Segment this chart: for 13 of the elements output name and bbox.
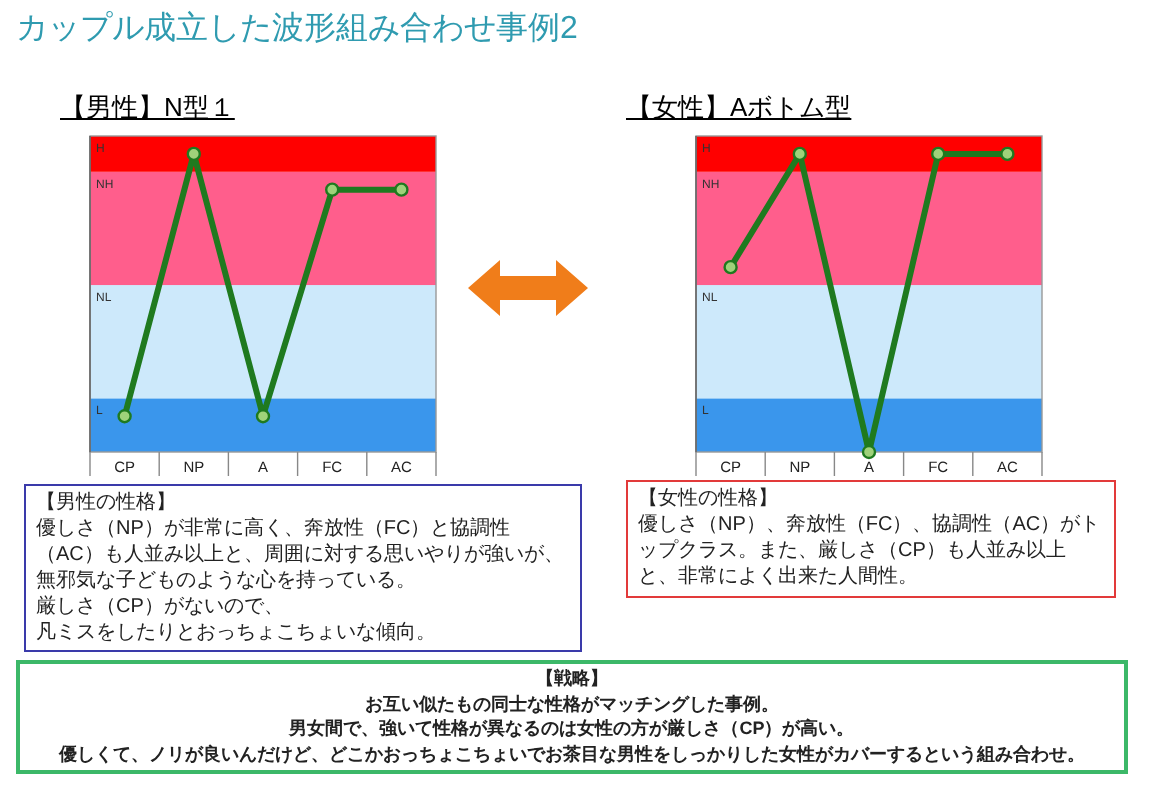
text: カップル成立した波形組み合わせ事例2	[16, 9, 578, 50]
text: 【戦略】	[534, 666, 610, 691]
text: 【女性の性格】	[638, 486, 780, 512]
text: お互い似たもの同士な性格がマッチングした事例。	[363, 691, 781, 716]
text: 優しさ（NP）が非常に高く、奔放性（FC）と協調性（AC）も人並み以上と、周囲に対する思いやりが強いが、無邪気な子どものような心を持っている。	[36, 516, 566, 594]
text: 【男性の性格】	[36, 490, 178, 516]
text: 優しくて、ノリが良いんだけど、どこかおっちょこちょいでお茶目な男性をしっかりした女性がカバーするという組み合わせ。	[56, 741, 1087, 766]
text: 厳しさ（CP）がないので、	[36, 594, 286, 620]
text: 優しさ（NP）、奔放性（FC）、協調性（AC）がトップクラス。また、厳しさ（CP）も人並み以上と、非常によく出来た人間性。	[638, 512, 1103, 590]
chart-title: 【女性】Aボトム型	[626, 90, 852, 126]
text: 男女間で、強いて性格が異なるのは女性の方が厳しさ（CP）が高い。	[286, 716, 857, 741]
chart-title: 【男性】N型１	[60, 90, 235, 126]
text: 凡ミスをしたりとおっちょこちょいな傾向。	[36, 620, 438, 646]
